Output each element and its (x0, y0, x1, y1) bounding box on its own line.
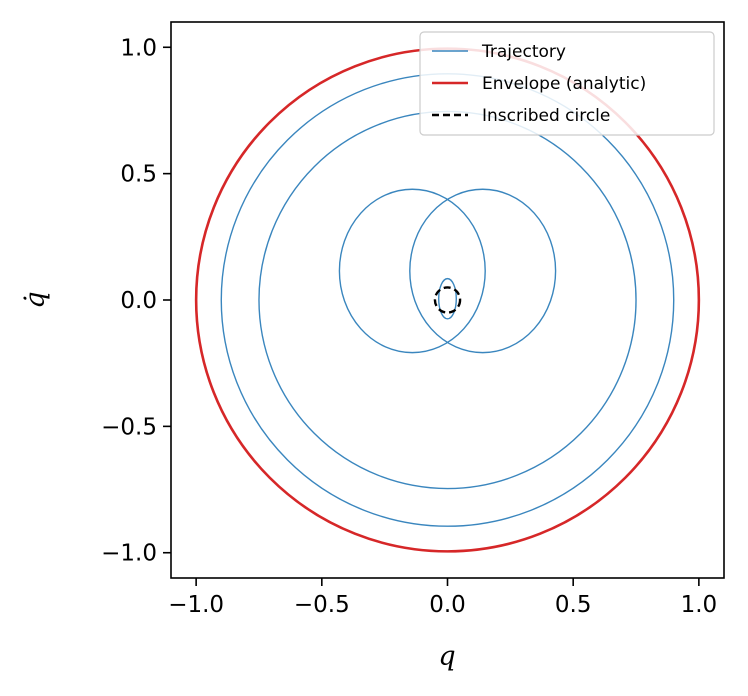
x-tick-label: 0.5 (555, 592, 592, 618)
legend-label-2: Envelope (analytic) (482, 74, 646, 94)
trajectory-lobe-1 (338, 188, 486, 354)
trajectory-inner-loop (438, 277, 457, 320)
x-tick-label: 0.0 (429, 592, 466, 618)
y-tick-label: 0.0 (120, 288, 157, 314)
axes: −1.0 −0.5 0.0 0.5 1.0 −1.0 −0.5 0.0 0.5 1.0 (101, 21, 725, 618)
legend-box (419, 31, 715, 136)
legend: Trajectory Envelope (analytic) Inscribed c… (419, 31, 715, 136)
trajectory-loop-2 (220, 73, 675, 527)
trajectory-lobe-2 (409, 188, 557, 354)
x-axis-label: q (438, 641, 455, 672)
y-tick-label: −0.5 (101, 414, 157, 440)
legend-label-1: Trajectory (481, 42, 566, 62)
y-tick-label: −1.0 (101, 541, 157, 567)
x-tick-label: −0.5 (294, 592, 350, 618)
inscribed-circle (433, 286, 462, 314)
x-tick-label: −1.0 (168, 592, 224, 618)
y-axis-label: q̇ (20, 291, 51, 308)
legend-label-3: Inscribed circle (482, 106, 610, 126)
y-tick-label: 1.0 (120, 35, 157, 61)
y-tick-label: 0.5 (120, 162, 157, 188)
x-tick-label: 1.0 (681, 592, 718, 618)
